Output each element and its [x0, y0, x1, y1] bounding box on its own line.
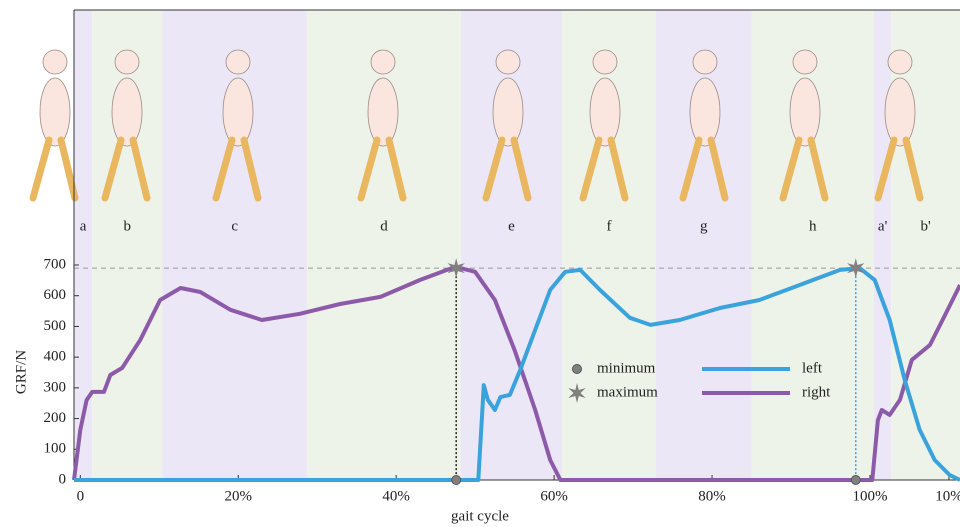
- chart: gait cycle GRF/N a b c d e f g h a' b' 0 100 200 300 4…: [0, 0, 960, 527]
- figure-body: [223, 78, 253, 146]
- phase-label: e: [508, 218, 515, 234]
- x-tick-label: 60%: [540, 488, 568, 504]
- figure-legs: [33, 140, 75, 198]
- phase-label: g: [700, 218, 708, 234]
- y-tick-label: 200: [44, 410, 67, 426]
- figure-head: [43, 50, 67, 74]
- x-tick-label: 100%: [852, 488, 887, 504]
- figure-head: [693, 50, 717, 74]
- figure-body: [790, 78, 820, 146]
- legend-swatch: [573, 365, 582, 374]
- figure-head: [793, 50, 817, 74]
- child-figure: [33, 50, 75, 198]
- figure-body: [690, 78, 720, 146]
- figure-body: [112, 78, 142, 146]
- figure-head: [593, 50, 617, 74]
- y-tick-label: 100: [44, 441, 67, 457]
- legend-label: right: [802, 384, 831, 400]
- x-tick-label: 40%: [382, 488, 410, 504]
- phase-label: b': [921, 218, 932, 234]
- y-tick-label: 0: [59, 471, 67, 487]
- legend-label: maximum: [597, 384, 658, 400]
- phase-label: b: [124, 218, 132, 234]
- x-axis-label: gait cycle: [451, 508, 509, 524]
- x-tick-label: 20%: [224, 488, 252, 504]
- figure-body: [493, 78, 523, 146]
- figure-head: [115, 50, 139, 74]
- x-tick-label: 0: [77, 488, 85, 504]
- y-axis-label: GRF/N: [13, 350, 29, 394]
- phase-label: a': [878, 218, 888, 234]
- minimum-marker: [851, 476, 860, 485]
- figure-head: [496, 50, 520, 74]
- figure-body: [885, 78, 915, 146]
- y-tick-label: 500: [44, 318, 67, 334]
- phase-label: d: [380, 218, 388, 234]
- figure-head: [888, 50, 912, 74]
- x-tick-label: 80%: [698, 488, 726, 504]
- y-tick-label: 700: [44, 256, 67, 272]
- phase-label: c: [231, 218, 238, 234]
- figure-head: [226, 50, 250, 74]
- phase-label: f: [606, 218, 611, 234]
- legend-label: minimum: [597, 360, 656, 376]
- figure-body: [590, 78, 620, 146]
- figure-head: [371, 50, 395, 74]
- minimum-marker: [452, 476, 461, 485]
- y-tick-label: 600: [44, 287, 67, 303]
- phase-label: h: [809, 218, 817, 234]
- y-tick-label: 300: [44, 379, 67, 395]
- y-tick-label: 400: [44, 349, 67, 365]
- x-tick-label: 10%: [935, 488, 960, 504]
- phase-label: a: [80, 218, 87, 234]
- figure-body: [40, 78, 70, 146]
- legend-label: left: [802, 360, 823, 376]
- figure-body: [368, 78, 398, 146]
